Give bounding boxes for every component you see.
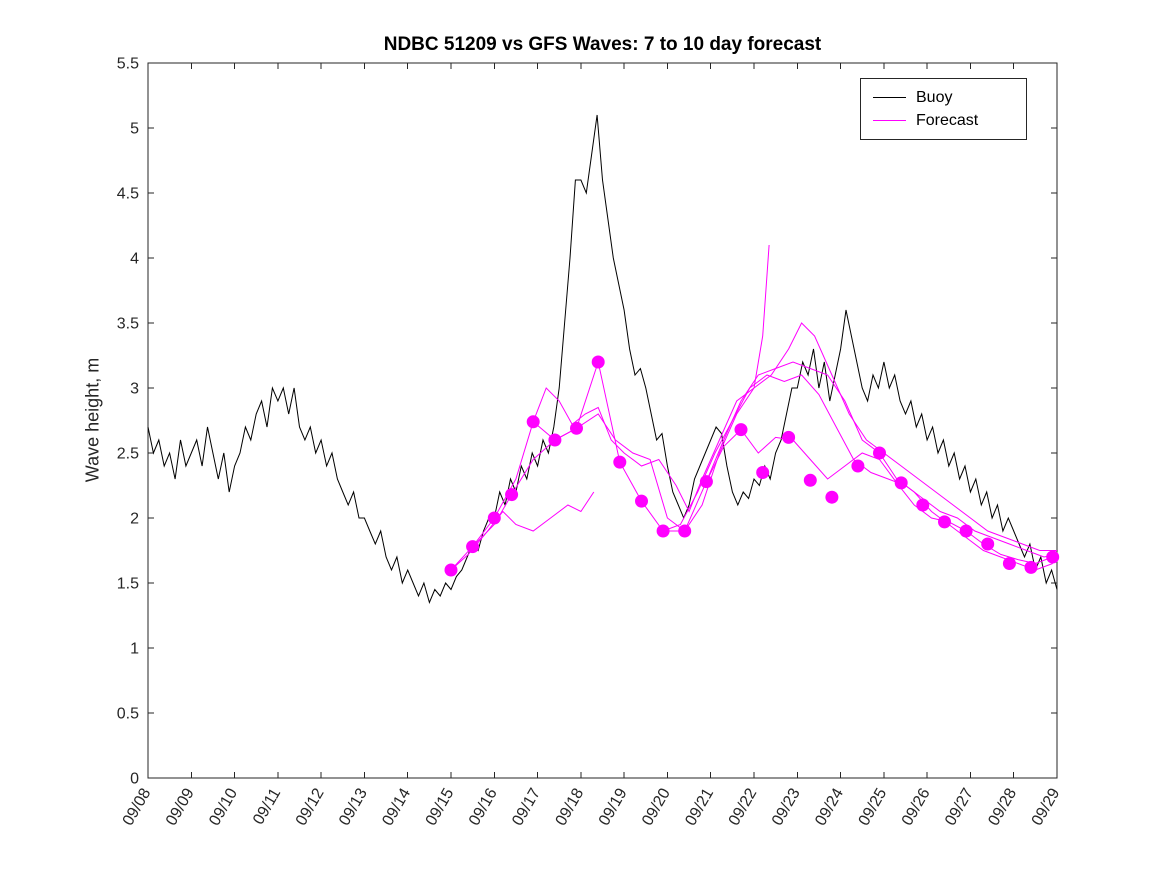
- forecast-line-sample: [873, 120, 906, 121]
- x-tick-label: 09/15: [423, 785, 458, 828]
- forecast-marker: [803, 473, 817, 487]
- legend-label-buoy: Buoy: [916, 88, 953, 106]
- x-tick-label: 09/22: [726, 785, 761, 828]
- forecast-marker: [873, 446, 886, 460]
- x-tick-label: 09/09: [163, 785, 198, 828]
- y-tick-label: 3: [130, 381, 139, 398]
- forecast-line: [450, 491, 595, 571]
- forecast-marker: [756, 466, 770, 479]
- forecast-marker: [487, 511, 501, 525]
- x-tick-label: 09/14: [379, 785, 414, 828]
- x-tick-label: 09/29: [1029, 785, 1064, 828]
- legend-label-forecast: Forecast: [916, 111, 979, 129]
- y-tick-label: 0: [130, 771, 139, 788]
- y-tick-label: 3.5: [117, 316, 139, 333]
- y-tick-label: 0.5: [117, 706, 139, 723]
- forecast-marker: [959, 524, 973, 538]
- x-tick-label: 09/11: [250, 785, 284, 827]
- x-tick-label: 09/12: [293, 785, 328, 828]
- forecast-marker: [699, 475, 713, 489]
- x-tick-label: 09/25: [856, 785, 891, 828]
- forecast-line: [450, 244, 770, 571]
- y-tick-label: 1: [130, 641, 139, 658]
- legend-row-forecast: Forecast: [861, 109, 1026, 132]
- y-tick-label: 4: [130, 251, 139, 268]
- forecast-marker: [444, 563, 458, 577]
- forecast-line: [532, 360, 1053, 571]
- forecast-marker: [656, 524, 670, 538]
- legend-row-buoy: Buoy: [861, 86, 1026, 109]
- forecast-marker: [591, 355, 605, 369]
- forecast-marker: [734, 423, 748, 437]
- chart-title: NDBC 51209 vs GFS Waves: 7 to 10 day for…: [383, 34, 822, 55]
- x-tick-label: 09/13: [336, 785, 371, 828]
- y-tick-label: 1.5: [117, 576, 139, 593]
- forecast-marker: [635, 494, 648, 508]
- x-tick-label: 09/27: [942, 785, 977, 828]
- x-tick-label: 09/24: [812, 785, 847, 828]
- x-tick-label: 09/18: [553, 785, 588, 828]
- x-tick-label: 09/16: [466, 785, 501, 828]
- forecast-marker: [1024, 560, 1038, 574]
- x-tick-label: 09/17: [509, 785, 544, 828]
- forecast-marker: [1002, 557, 1016, 570]
- forecast-marker: [613, 455, 627, 469]
- y-tick-label: 5: [130, 121, 139, 138]
- forecast-marker: [505, 488, 519, 502]
- forecast-marker: [678, 524, 692, 538]
- x-tick-label: 09/21: [682, 785, 717, 828]
- x-tick-label: 09/19: [596, 785, 631, 828]
- y-tick-label: 5.5: [117, 56, 139, 73]
- forecast-marker: [938, 515, 951, 529]
- y-tick-label: 2.5: [117, 446, 139, 463]
- forecast-marker: [466, 540, 480, 554]
- x-tick-label: 09/28: [985, 785, 1020, 828]
- forecast-marker: [981, 537, 995, 551]
- axes-box: [147, 62, 1058, 779]
- x-tick-label: 09/23: [769, 785, 804, 828]
- forecast-line: [472, 322, 1057, 551]
- y-tick-label: 4.5: [117, 186, 139, 203]
- forecast-marker: [851, 459, 865, 473]
- forecast-marker: [548, 433, 562, 447]
- y-tick-label: 2: [130, 511, 139, 528]
- x-tick-label: 09/08: [120, 785, 155, 828]
- buoy-line-sample: [873, 97, 906, 98]
- x-tick-label: 09/26: [899, 785, 934, 828]
- buoy-line: [147, 114, 1058, 605]
- forecast-marker: [825, 490, 839, 504]
- forecast-marker: [782, 430, 796, 444]
- forecast-marker: [894, 476, 908, 490]
- legend: Buoy Forecast: [860, 78, 1027, 140]
- forecast-marker: [570, 421, 583, 435]
- forecast-marker: [916, 498, 930, 512]
- forecast-marker: [1046, 550, 1060, 564]
- x-tick-label: 09/20: [639, 785, 674, 828]
- x-tick-label: 09/10: [206, 785, 241, 828]
- forecast-marker: [526, 415, 540, 429]
